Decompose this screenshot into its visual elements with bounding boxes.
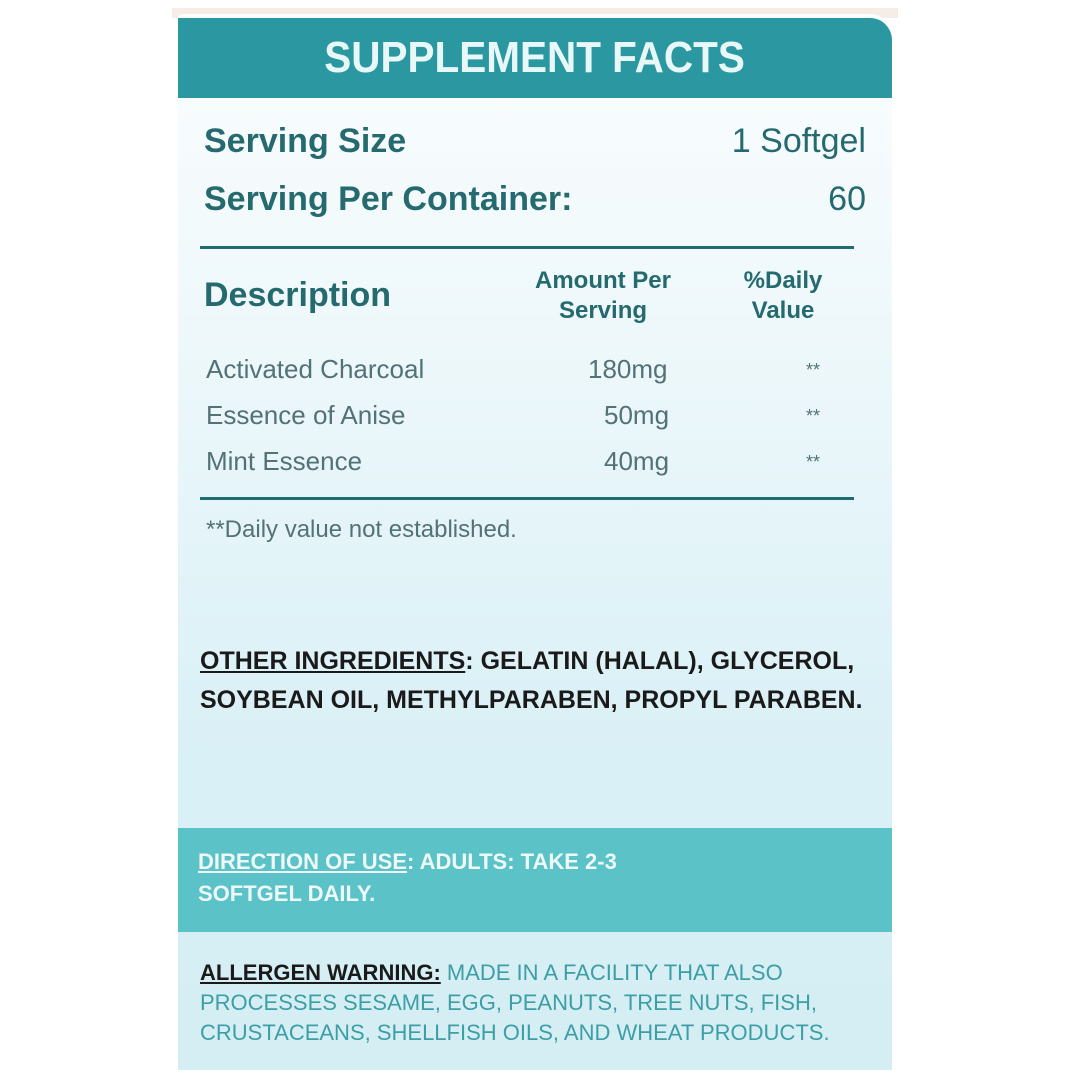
divider-bottom bbox=[200, 497, 854, 500]
supplement-facts-label: SUPPLEMENT FACTS Serving Size 1 Softgel … bbox=[178, 14, 892, 1070]
serving-size-row: Serving Size 1 Softgel bbox=[204, 122, 866, 161]
header-band: SUPPLEMENT FACTS bbox=[178, 18, 892, 98]
allergen-warning: ALLERGEN WARNING: MADE IN A FACILITY THA… bbox=[200, 958, 890, 1048]
ingredient-name: Mint Essence bbox=[206, 446, 363, 476]
label-edge bbox=[172, 8, 898, 18]
serving-size-label: Serving Size bbox=[204, 122, 407, 160]
serving-size-value: 1 Softgel bbox=[731, 122, 866, 160]
label-title: SUPPLEMENT FACTS bbox=[324, 33, 746, 82]
header-description: Description bbox=[204, 276, 392, 314]
servings-per-container-row: Serving Per Container: 60 bbox=[204, 180, 866, 219]
ingredient-name: Essence of Anise bbox=[206, 400, 406, 430]
direction-band: DIRECTION OF USE: ADULTS: TAKE 2-3 SOFTG… bbox=[178, 828, 892, 932]
ingredient-dv: ** bbox=[806, 452, 821, 472]
footnote: **Daily value not established. bbox=[206, 516, 517, 543]
direction-of-use: DIRECTION OF USE: ADULTS: TAKE 2-3 SOFTG… bbox=[198, 846, 718, 910]
allergen-text: MADE IN A FACILITY THAT ALSO PROCESSES S… bbox=[200, 960, 830, 1045]
other-ingredients-text: : GELATIN (HALAL), GLYCEROL, SOYBEAN OIL… bbox=[200, 647, 863, 714]
header-daily-value: %Daily Value bbox=[743, 267, 823, 324]
ingredient-dv: ** bbox=[806, 406, 821, 426]
other-ingredients: OTHER INGREDIENTS: GELATIN (HALAL), GLYC… bbox=[200, 642, 890, 720]
ingredient-amount: 180mg bbox=[588, 354, 668, 384]
header-amount: Amount Per Serving bbox=[534, 267, 671, 324]
allergen-label: ALLERGEN WARNING: bbox=[200, 960, 441, 985]
ingredient-name: Activated Charcoal bbox=[206, 354, 425, 384]
servings-per-container-label: Serving Per Container: bbox=[204, 180, 573, 218]
ingredient-dv: ** bbox=[806, 360, 821, 380]
other-ingredients-label: OTHER INGREDIENTS bbox=[200, 647, 466, 675]
divider-top bbox=[200, 246, 854, 249]
direction-label: DIRECTION OF USE bbox=[198, 849, 408, 874]
direction-text: : ADULTS: TAKE 2-3 SOFTGEL DAILY. bbox=[198, 849, 617, 906]
servings-per-container-value: 60 bbox=[828, 180, 866, 218]
ingredient-amount: 40mg bbox=[604, 446, 670, 476]
ingredient-amount: 50mg bbox=[604, 400, 670, 430]
